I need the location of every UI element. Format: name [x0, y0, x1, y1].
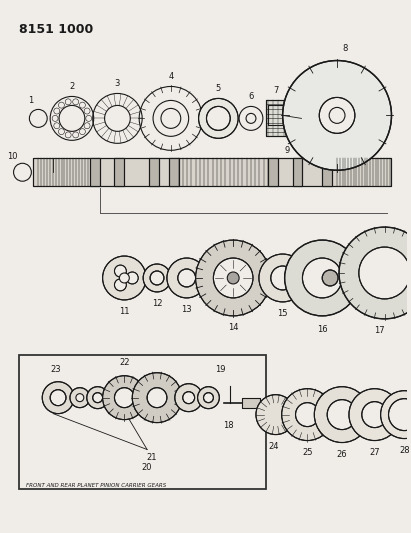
Bar — [268, 158, 278, 186]
Circle shape — [199, 99, 238, 139]
Circle shape — [284, 116, 300, 131]
Circle shape — [359, 247, 410, 299]
Bar — [322, 158, 332, 186]
Text: 9: 9 — [285, 146, 290, 155]
Circle shape — [175, 384, 203, 411]
Circle shape — [42, 382, 74, 414]
Text: 14: 14 — [228, 324, 238, 333]
Circle shape — [198, 386, 219, 409]
Bar — [242, 398, 260, 408]
Circle shape — [70, 387, 90, 408]
Text: 16: 16 — [317, 325, 328, 334]
Bar — [293, 158, 302, 186]
Circle shape — [259, 254, 307, 302]
Text: 23: 23 — [51, 365, 61, 374]
Circle shape — [76, 394, 84, 402]
Text: 2: 2 — [69, 82, 74, 91]
Bar — [266, 100, 286, 136]
Circle shape — [196, 240, 271, 316]
Text: 17: 17 — [374, 326, 385, 335]
Circle shape — [285, 240, 360, 316]
Text: 6: 6 — [248, 92, 254, 101]
Bar — [149, 158, 159, 186]
Bar — [169, 158, 179, 186]
Circle shape — [87, 386, 109, 409]
Text: 13: 13 — [181, 305, 192, 314]
Text: FRONT AND REAR PLANET PINION CARRIER GEARS: FRONT AND REAR PLANET PINION CARRIER GEA… — [26, 483, 167, 488]
Text: 4: 4 — [168, 72, 173, 81]
Circle shape — [103, 256, 146, 300]
Text: 5: 5 — [216, 84, 221, 93]
Text: 8151 1000: 8151 1000 — [18, 22, 93, 36]
Circle shape — [183, 392, 194, 403]
Circle shape — [147, 387, 167, 408]
Text: 7: 7 — [273, 86, 278, 95]
Circle shape — [381, 391, 411, 439]
Text: 19: 19 — [215, 365, 226, 374]
Circle shape — [167, 258, 206, 298]
Text: 15: 15 — [277, 309, 288, 318]
Circle shape — [126, 272, 138, 284]
Text: 18: 18 — [223, 421, 233, 430]
Circle shape — [271, 266, 295, 290]
Text: 25: 25 — [302, 448, 313, 457]
Bar — [242, 398, 260, 408]
Text: 8: 8 — [342, 44, 348, 53]
Circle shape — [339, 227, 411, 319]
Circle shape — [120, 273, 129, 283]
Circle shape — [327, 400, 357, 430]
Circle shape — [132, 373, 182, 423]
Circle shape — [213, 258, 253, 298]
Text: 26: 26 — [337, 450, 347, 459]
Bar — [18, 355, 266, 489]
Bar — [115, 158, 125, 186]
Bar — [33, 158, 392, 186]
Circle shape — [388, 399, 411, 431]
Circle shape — [203, 393, 213, 402]
Text: 27: 27 — [369, 448, 380, 457]
Circle shape — [178, 269, 196, 287]
Circle shape — [362, 402, 388, 427]
Text: 28: 28 — [399, 446, 410, 455]
Circle shape — [103, 376, 146, 419]
Circle shape — [283, 61, 392, 170]
Circle shape — [296, 402, 319, 426]
Circle shape — [349, 389, 400, 441]
Bar — [169, 158, 179, 186]
Circle shape — [322, 270, 338, 286]
Circle shape — [150, 271, 164, 285]
Text: 1: 1 — [28, 96, 33, 105]
Circle shape — [115, 279, 126, 291]
Bar — [90, 158, 99, 186]
Text: 11: 11 — [119, 308, 129, 317]
Circle shape — [319, 98, 355, 133]
Text: 10: 10 — [7, 152, 18, 161]
Circle shape — [93, 393, 103, 402]
Bar — [268, 158, 278, 186]
Text: 3: 3 — [115, 79, 120, 88]
Circle shape — [302, 258, 342, 298]
Circle shape — [227, 272, 239, 284]
Bar — [322, 158, 332, 186]
Bar — [149, 158, 159, 186]
Text: 24: 24 — [268, 442, 279, 451]
Bar — [33, 158, 392, 186]
Bar — [115, 158, 125, 186]
Bar — [293, 158, 302, 186]
Text: 12: 12 — [152, 300, 162, 309]
Circle shape — [143, 264, 171, 292]
Bar — [266, 100, 286, 136]
Bar — [90, 158, 99, 186]
Circle shape — [256, 394, 296, 434]
Circle shape — [115, 387, 134, 408]
Text: 20: 20 — [142, 463, 152, 472]
Circle shape — [115, 265, 126, 277]
Circle shape — [314, 386, 370, 442]
Text: 21: 21 — [147, 453, 157, 462]
Circle shape — [206, 107, 230, 131]
Circle shape — [50, 390, 66, 406]
Text: 22: 22 — [119, 358, 129, 367]
Circle shape — [282, 389, 333, 441]
